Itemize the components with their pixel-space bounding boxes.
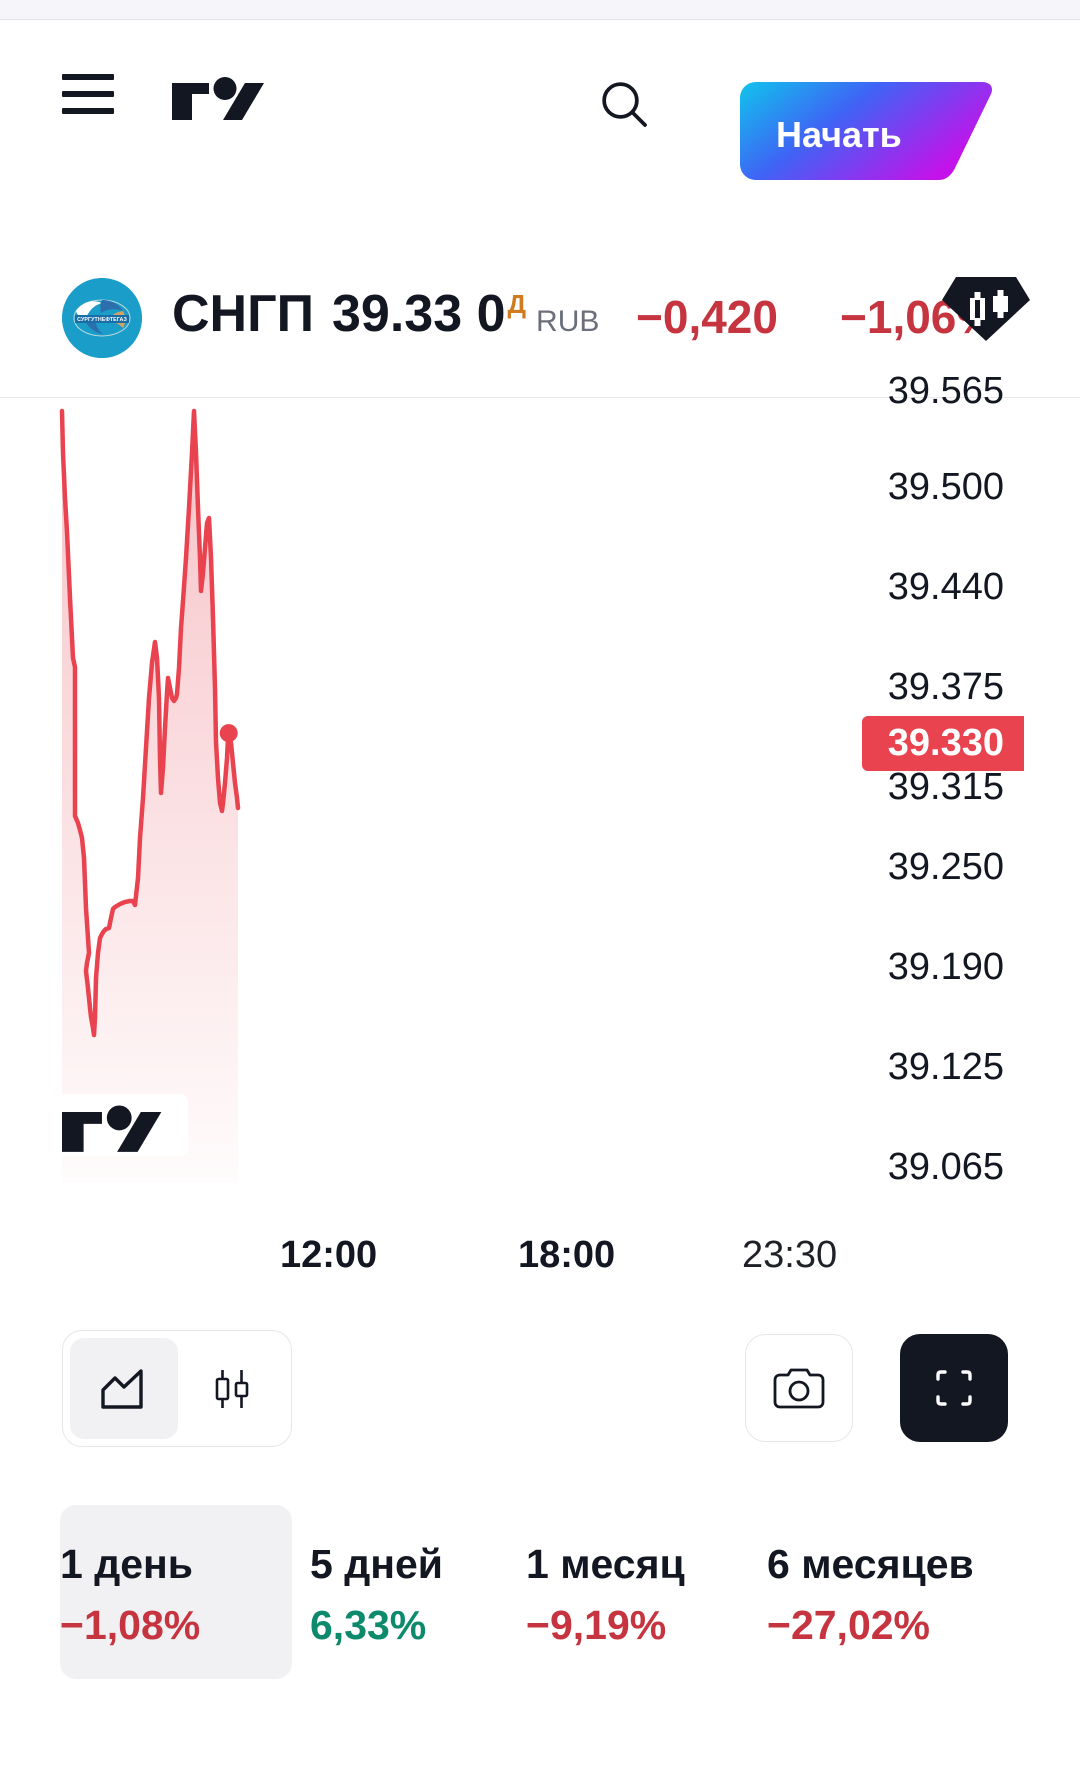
svg-text:СУРГУТНЕФТЕГАЗ: СУРГУТНЕФТЕГАЗ — [77, 317, 127, 323]
